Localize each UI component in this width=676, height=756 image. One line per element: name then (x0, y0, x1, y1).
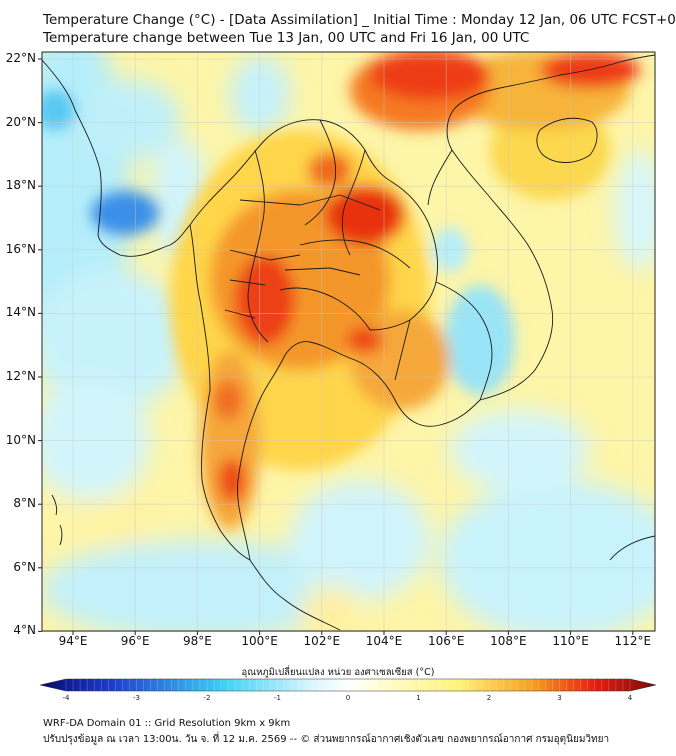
lat-label: 8°N (13, 496, 36, 510)
lat-label: 12°N (6, 369, 36, 383)
colorbar-tick-label: 1 (416, 694, 420, 702)
colorbar-tick-label: 4 (628, 694, 632, 702)
lon-label: 98°E (183, 634, 212, 648)
lon-label: 96°E (121, 634, 150, 648)
footer-line-1: WRF-DA Domain 01 :: Grid Resolution 9km … (43, 718, 290, 729)
lat-label: 16°N (6, 242, 36, 256)
colorbar-tick-label: -1 (274, 694, 281, 702)
colorbar-tick-label: -3 (133, 694, 140, 702)
lon-label: 108°E (490, 634, 527, 648)
temperature-field (10, 20, 676, 640)
lat-label: 10°N (6, 433, 36, 447)
lon-label: 110°E (552, 634, 589, 648)
lat-label: 22°N (6, 51, 36, 65)
colorbar-tick-label: -2 (204, 694, 211, 702)
colorbar-title: อุณหภูมิเปลี่ยนแปลง หน่วย องศาเซลเซียส (… (0, 665, 676, 680)
lon-label: 104°E (366, 634, 403, 648)
colorbar-tick-label: 0 (346, 694, 350, 702)
lat-label: 6°N (13, 560, 36, 574)
lon-label: 102°E (304, 634, 341, 648)
colorbar-tick-label: 3 (557, 694, 561, 702)
lat-label: 18°N (6, 178, 36, 192)
lon-label: 112°E (615, 634, 652, 648)
lat-label: 20°N (6, 115, 36, 129)
colorbar-tick-label: -4 (63, 694, 70, 702)
lat-label: 14°N (6, 305, 36, 319)
colorbar (40, 679, 656, 691)
lon-label: 100°E (241, 634, 278, 648)
colorbar-tick-label: 2 (487, 694, 491, 702)
lat-label: 4°N (13, 623, 36, 637)
footer-line-2: ปรับปรุงข้อมูล ณ เวลา 13:00น. วัน จ. ที่… (43, 732, 609, 747)
lon-label: 106°E (428, 634, 465, 648)
lon-label: 94°E (59, 634, 88, 648)
